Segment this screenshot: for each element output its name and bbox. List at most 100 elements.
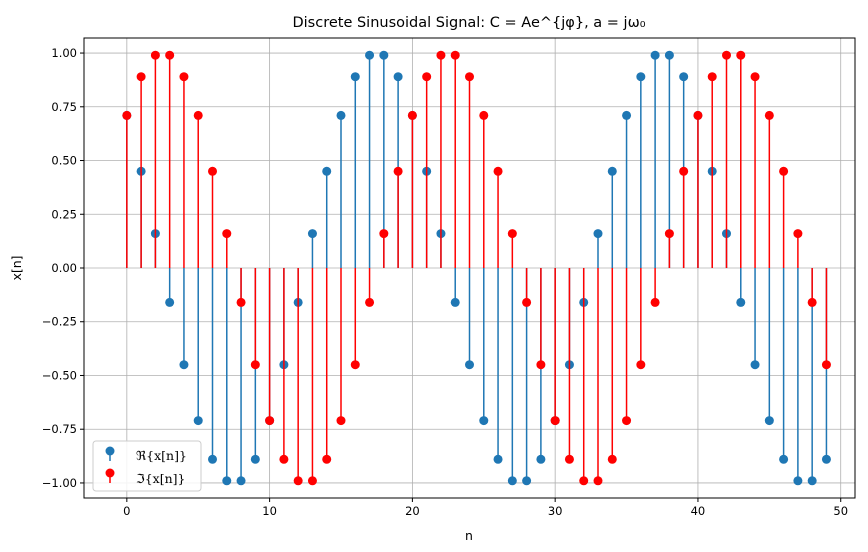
stem-marker: [136, 72, 146, 82]
stem-marker: [422, 72, 432, 82]
y-tick-label: −0.50: [42, 368, 77, 382]
stem-marker: [821, 454, 831, 464]
x-tick-label: 10: [262, 504, 277, 518]
stem-marker: [522, 476, 532, 486]
stem-marker: [664, 50, 674, 60]
stem-marker: [650, 50, 660, 60]
stem-marker: [293, 476, 303, 486]
stem-marker: [564, 454, 574, 464]
stem-marker: [307, 476, 317, 486]
stem-marker: [393, 72, 403, 82]
y-tick-label: −0.25: [42, 315, 77, 329]
stem-marker: [493, 454, 503, 464]
stem-marker: [193, 416, 203, 426]
x-tick-label: 0: [123, 504, 130, 518]
stem-marker: [479, 110, 489, 120]
x-tick-label: 40: [691, 504, 706, 518]
stem-marker: [722, 50, 731, 60]
stem-marker: [336, 416, 346, 426]
stem-marker: [222, 476, 232, 486]
stem-marker: [550, 416, 560, 426]
stem-marker: [465, 360, 474, 370]
stem-marker: [507, 476, 517, 486]
chart-title: Discrete Sinusoidal Signal: C = Ae^{jφ},…: [292, 15, 645, 31]
stem-marker: [307, 229, 317, 239]
stem-marker: [679, 166, 689, 176]
stem-marker: [322, 454, 332, 464]
stem-marker: [150, 50, 160, 60]
legend-entry-imag: ℑ{x[n]}: [105, 468, 185, 486]
stem-marker: [736, 50, 746, 60]
stem-marker: [365, 50, 375, 60]
stem-marker: [607, 166, 617, 176]
stem-marker: [236, 476, 246, 486]
x-tick-label: 50: [833, 504, 848, 518]
series-layer: [122, 50, 831, 486]
stem-marker: [479, 416, 489, 426]
stem-marker: [122, 110, 132, 120]
stem-marker: [208, 166, 217, 176]
legend-box: [92, 440, 202, 492]
stem-marker: [707, 72, 717, 82]
stem-marker: [379, 50, 389, 60]
stem-marker: [265, 416, 275, 426]
stem-marker: [821, 360, 831, 370]
stem-marker: [736, 297, 746, 307]
legend-imag-marker: [105, 468, 115, 478]
y-tick-label: 0.75: [51, 100, 77, 114]
stem-marker: [622, 416, 632, 426]
stem-marker: [793, 229, 803, 239]
stem-marker: [779, 454, 789, 464]
legend: ℜ{x[n]} ℑ{x[n]}: [92, 440, 202, 492]
stem-marker: [465, 72, 474, 82]
stem-marker: [165, 50, 175, 60]
legend-imag-label: ℑ{x[n]}: [136, 471, 185, 486]
stem-marker: [607, 454, 617, 464]
stem-marker: [365, 297, 375, 307]
stem-marker: [450, 50, 460, 60]
stem-marker: [750, 72, 760, 82]
tick-layer: 0 10 20 30 40 50 −1.00 −0.75 −0.50 −0.25 0.00 0.25 0…: [42, 46, 848, 518]
y-tick-label: −1.00: [42, 476, 77, 490]
stem-marker: [664, 229, 674, 239]
stem-marker: [636, 360, 646, 370]
stem-marker: [279, 454, 289, 464]
y-axis-label: x[n]: [9, 255, 24, 280]
y-tick-label: 0.25: [51, 207, 77, 221]
stem-marker: [236, 297, 246, 307]
stem-marker: [208, 454, 217, 464]
x-axis-label: n: [465, 528, 473, 543]
stem-marker: [593, 476, 603, 486]
stem-marker: [350, 360, 360, 370]
stem-marker: [193, 110, 203, 120]
stem-marker: [650, 297, 660, 307]
stem-marker: [593, 229, 603, 239]
y-tick-label: 0.00: [51, 261, 77, 275]
legend-real-label: ℜ{x[n]}: [136, 448, 187, 463]
x-tick-label: 20: [405, 504, 420, 518]
x-tick-label: 30: [548, 504, 563, 518]
stem-marker: [579, 476, 589, 486]
stem-marker: [250, 360, 260, 370]
stem-marker: [493, 166, 503, 176]
stem-marker: [636, 72, 646, 82]
y-tick-label: −0.75: [42, 422, 77, 436]
stem-marker: [536, 360, 546, 370]
stem-marker: [179, 72, 189, 82]
legend-entry-real: ℜ{x[n]}: [105, 446, 187, 463]
stem-marker: [679, 72, 689, 82]
stem-marker: [393, 166, 403, 176]
stem-marker: [250, 454, 260, 464]
stem-marker: [179, 360, 189, 370]
stem-marker: [693, 110, 703, 120]
stem-marker: [750, 360, 760, 370]
stem-marker: [350, 72, 360, 82]
y-tick-label: 0.50: [51, 154, 77, 168]
stem-marker: [807, 297, 817, 307]
stem-marker: [436, 50, 446, 60]
stem-marker: [779, 166, 789, 176]
stem-marker: [507, 229, 517, 239]
stem-marker: [764, 416, 774, 426]
y-tick-label: 1.00: [51, 46, 77, 60]
stem-marker: [522, 297, 532, 307]
